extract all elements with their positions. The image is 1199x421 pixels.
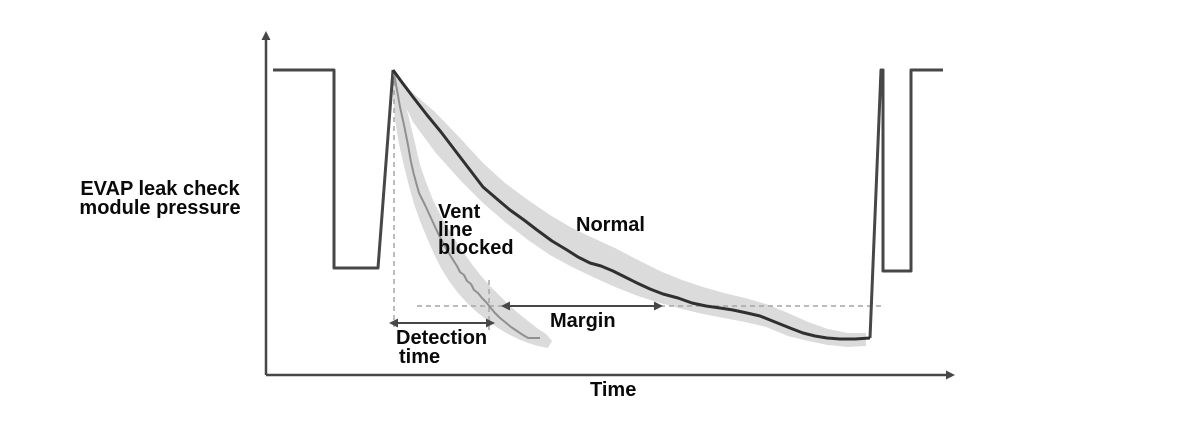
- detection-time-label-line2: time: [399, 346, 441, 368]
- x-axis-label: Time: [590, 379, 637, 401]
- detection-time-label-line1: Detection: [396, 327, 488, 349]
- x-axis-end-arrowhead: [946, 370, 955, 380]
- pressure-pulse-left: [273, 68, 395, 270]
- y-axis-label-line2: module pressure: [79, 197, 241, 219]
- blocked-tolerance-band: [392, 73, 552, 348]
- pressure-pulse-right: [868, 68, 943, 339]
- normal-curve: [391, 69, 871, 341]
- detection-time-arrow-end-arrowhead: [486, 318, 495, 328]
- detection-time-arrow-start-arrowhead: [389, 318, 398, 328]
- margin-arrow-start-arrowhead: [501, 301, 510, 311]
- y-axis-end-arrowhead: [261, 31, 271, 40]
- y-axis-label: EVAP leak check module pressure: [38, 178, 282, 219]
- vent-line-blocked-curve: [393, 73, 540, 339]
- vent-line-blocked-label: Vent line blocked: [438, 201, 514, 259]
- normal-label: Normal: [576, 214, 645, 236]
- vent-line-blocked-label-line1: Vent: [438, 201, 481, 223]
- margin-label: Margin: [550, 310, 616, 332]
- vent-line-blocked-label-line3: blocked: [438, 237, 514, 259]
- vent-line-blocked-label-line2: line: [438, 219, 473, 241]
- normal-tolerance-band: [394, 72, 866, 347]
- detection-time-label: Detection time: [396, 327, 488, 368]
- y-axis-label-line1: EVAP leak check: [80, 178, 240, 200]
- margin-arrow-end-arrowhead: [654, 301, 663, 311]
